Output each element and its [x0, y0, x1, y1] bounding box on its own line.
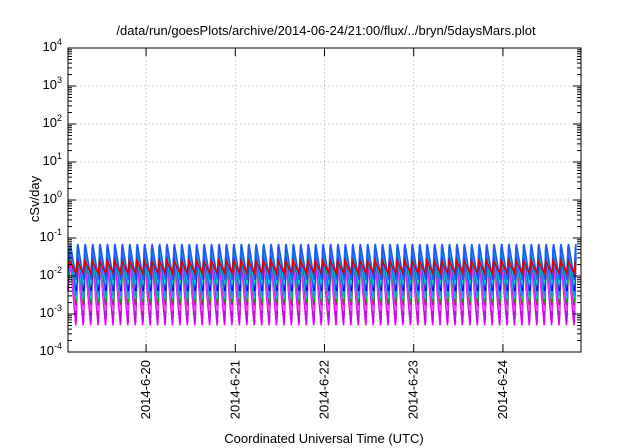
x-tick-label: 2014-6-24: [495, 360, 510, 419]
y-tick-labels: 10-4 10-3 10-2 10-1 100 101 102 103 104: [40, 37, 62, 358]
x-tick-labels: 2014-6-20 2014-6-21 2014-6-22 2014-6-23 2014…: [138, 360, 510, 419]
y-tick-label: 10-3: [40, 303, 62, 320]
y-tick-label: 100: [43, 189, 62, 206]
chart-title: /data/run/goesPlots/archive/2014-06-24/2…: [116, 23, 536, 38]
grid: [68, 48, 581, 352]
y-tick-label: 102: [43, 113, 62, 130]
y-tick-label: 10-4: [40, 341, 62, 358]
y-axis-label: cSv/day: [27, 175, 42, 222]
x-tick-label: 2014-6-21: [227, 360, 242, 419]
series-group: [67, 243, 577, 326]
y-tick-label: 10-1: [40, 227, 62, 244]
y-tick-label: 104: [43, 37, 62, 54]
x-tick-label: 2014-6-23: [406, 360, 421, 419]
y-tick-label: 101: [43, 151, 62, 168]
series-line: [67, 258, 577, 276]
y-tick-label: 10-2: [40, 265, 62, 282]
x-tick-label: 2014-6-20: [138, 360, 153, 419]
x-axis-label: Coordinated Universal Time (UTC): [224, 431, 423, 446]
x-tick-label: 2014-6-22: [317, 360, 332, 419]
tick-marks: [68, 47, 581, 353]
y-tick-label: 103: [43, 75, 62, 92]
